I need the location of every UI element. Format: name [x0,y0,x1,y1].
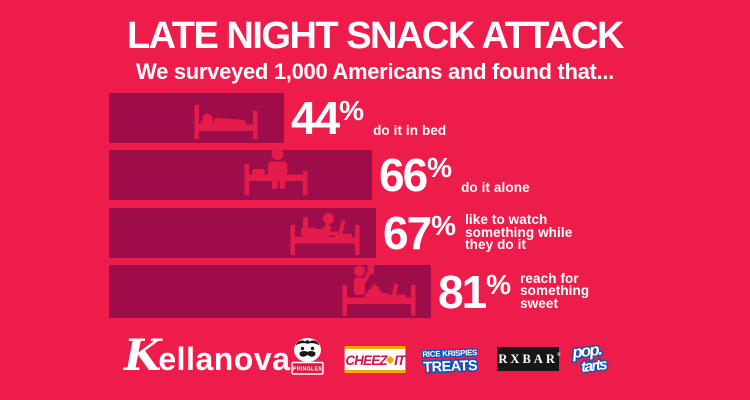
percent-sign: % [427,152,452,183]
cheez-it-logo: CHEEZ IT [344,346,406,373]
stat-row-in-bed: 44% do it in bed [109,93,446,143]
kellanova-wordmark: ellanova [158,341,291,377]
pringles-hair [295,340,320,346]
pringles-wordmark: PRINGLES [293,367,322,373]
stat-row-alone: 66% do it alone [109,148,530,201]
cheezit-wordmark-right: IT [394,351,405,368]
page-title: LATE NIGHT SNACK ATTACK [126,15,625,57]
poptarts-line2: tarts [580,356,608,376]
stat-label: reach for something sweet [520,270,590,311]
rkt-line1: RICE KRISPIES [422,348,478,359]
bar-something-sweet [109,264,431,318]
bar-do-it-in-bed [109,93,284,143]
kellanova-initial: K [124,331,162,381]
page-subtitle: We surveyed 1,000 Americans and found th… [136,59,614,84]
pop-tarts-logo: pop. tarts [569,339,610,378]
percent-sign: % [486,268,511,300]
poptarts-line1: pop. [570,341,603,363]
pringles-eye [310,346,315,351]
bar-do-it-alone [109,148,372,200]
person-lying-in-bed-with-laptop-icon [290,213,360,255]
person-sitting-on-bed-icon [244,148,308,195]
stat-label: do it in bed [373,122,447,138]
registered-mark: ® [556,352,561,358]
stat-row-something-sweet: 81% reach for something sweet [109,264,590,318]
rxbar-wordmark: RXBAR [498,351,558,366]
stat-row-watch-something: 67% like to watch something while they d… [109,208,572,258]
pringles-eye [300,346,305,351]
stat-label: like to watch something while they do it [465,212,573,253]
percent-sign: % [339,95,364,126]
stat-value: 81% [438,265,511,318]
person-sitting-in-bed-with-laptop-and-snack-icon [342,264,416,316]
stat-value: 67% [383,207,456,259]
person-sleeping-in-bed-icon [194,105,258,139]
pringles-logo: PRINGLES [291,338,324,375]
stat-value: 66% [379,149,452,201]
stat-value: 44% [291,92,364,144]
pringles-mustache [299,350,316,357]
cheezit-wordmark-left: CHEEZ [345,351,387,368]
stat-label: do it alone [461,179,530,195]
rxbar-logo: RXBAR ® [497,347,561,371]
rkt-line2: TREATS [423,358,478,376]
bar-watch-something [109,208,376,258]
percent-sign: % [431,210,456,241]
rice-krispies-treats-logo: RICE KRISPIES TREATS [421,347,478,378]
